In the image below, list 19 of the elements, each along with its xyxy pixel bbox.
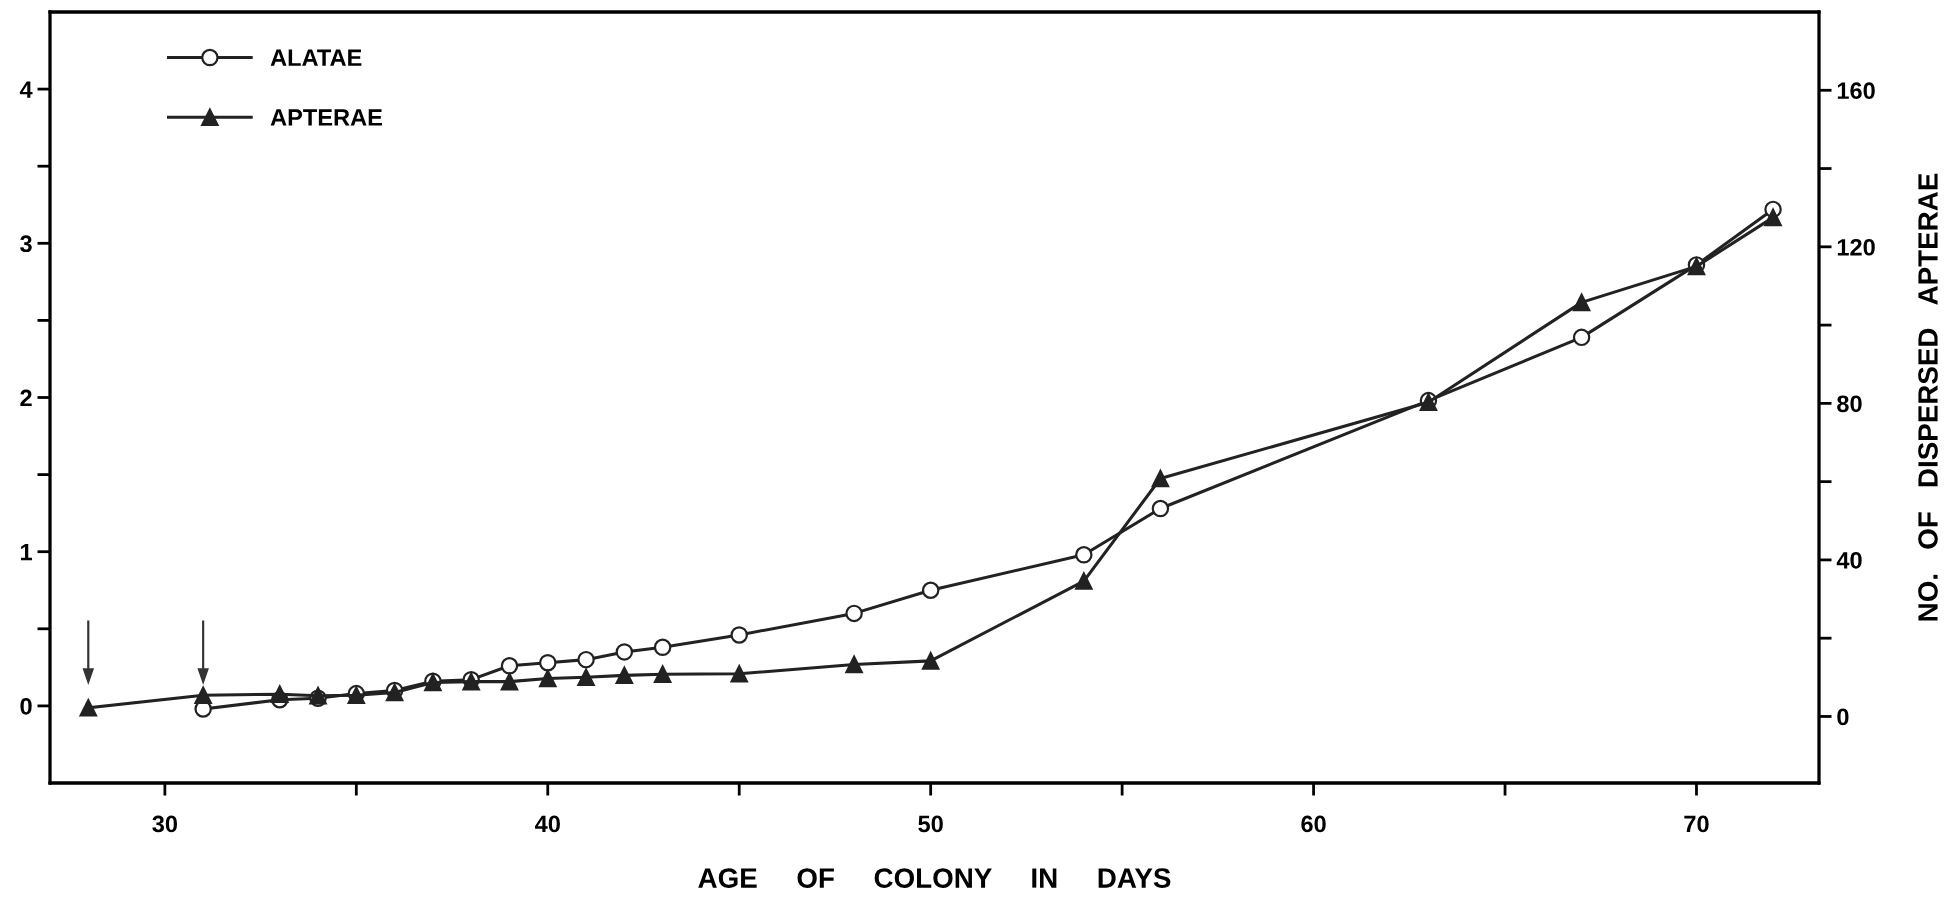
y-tick-label: 1 xyxy=(21,544,32,561)
y-tick-label: 2 xyxy=(20,389,32,407)
y2-tick-label: 160 xyxy=(1837,82,1875,100)
x-tick-label: 40 xyxy=(535,815,560,833)
x-axis-title: AGE OF COLONY IN DAYS xyxy=(698,868,1171,888)
y2-axis-title: NO. OF DISPERSED APTERAE xyxy=(1918,173,1938,621)
x-tick-label: 50 xyxy=(918,815,943,833)
y2-tick-label: 0 xyxy=(1837,708,1849,726)
x-tick-label: 70 xyxy=(1684,815,1709,833)
x-tick-label: 30 xyxy=(152,815,178,833)
x-tick-label: 60 xyxy=(1301,815,1326,833)
legend-label: ALATAE xyxy=(270,49,362,66)
y-tick-label: 3 xyxy=(20,235,32,253)
y2-tick-label: 120 xyxy=(1837,238,1875,256)
legend-label: APTERAE xyxy=(270,109,382,126)
y-tick-label: 0 xyxy=(20,697,32,715)
y-tick-label: 4 xyxy=(19,81,33,98)
y2-tick-label: 40 xyxy=(1836,551,1862,569)
y2-tick-label: 80 xyxy=(1837,395,1862,413)
